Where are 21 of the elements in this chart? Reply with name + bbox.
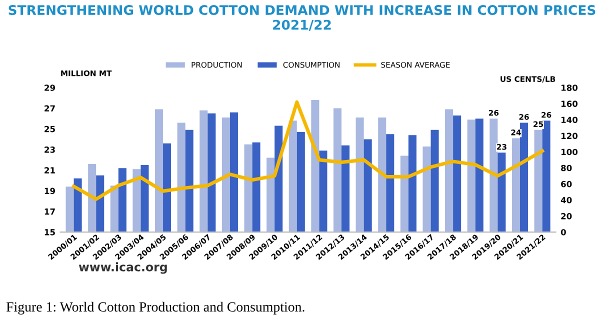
- y-tick-label: 29: [44, 84, 56, 91]
- y2-tick-label: 180: [561, 84, 578, 91]
- y2-tick-label: 0: [560, 229, 566, 236]
- text: www.icac.org: [78, 262, 167, 274]
- y2-tick-label: 160: [561, 100, 578, 107]
- y-tick-label: 17: [44, 208, 55, 215]
- y-tick-label: 19: [44, 188, 56, 194]
- y-tick-label: 25: [44, 126, 55, 132]
- y-tick-label: 27: [44, 105, 55, 112]
- y2-tick-label: 80: [561, 164, 572, 172]
- chart-title: STRENGTHENING WORLD COTTON DEMAND WITH INCREASE IN COTTON PRICES 2021/22: [8, 5, 596, 31]
- y-tick-label: 23: [44, 146, 55, 153]
- y2-tick-label: 120: [561, 132, 578, 140]
- y-tick-label: 21: [44, 167, 55, 174]
- y-tick-label: 15: [44, 229, 55, 236]
- y2-tick-label: 20: [561, 213, 572, 220]
- y2-tick-label: 140: [561, 116, 578, 124]
- y2-tick-label: 100: [561, 148, 578, 156]
- caption: Figure 1: World Cotton Production and Consumption.: [6, 302, 304, 314]
- y2-tick-label: 60: [561, 180, 572, 188]
- y2-tick-label: 40: [560, 196, 572, 204]
